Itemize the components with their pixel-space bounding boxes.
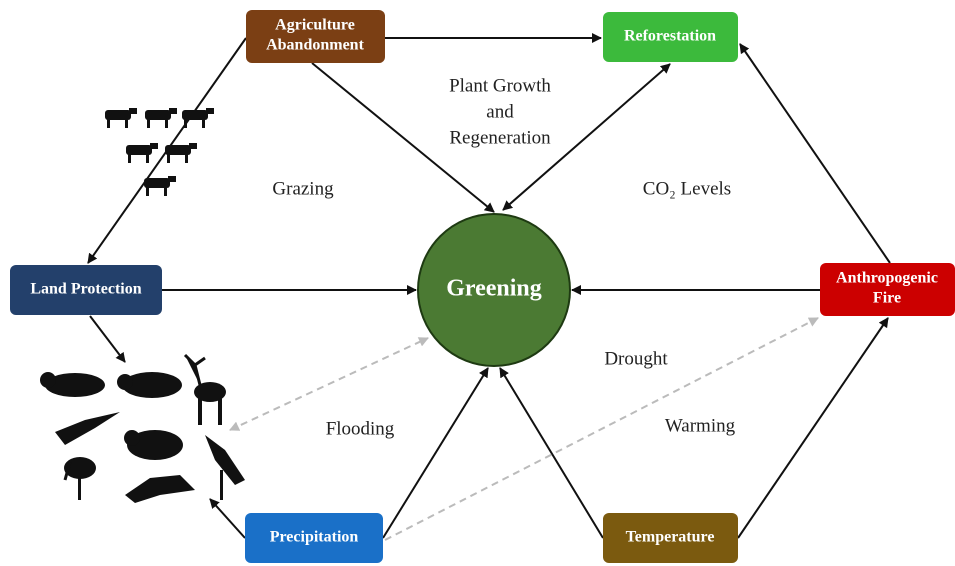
cattle [105, 108, 214, 196]
edge-label: Flooding [326, 418, 395, 439]
node-label: Greening [446, 276, 542, 302]
node-label: Temperature [626, 529, 715, 546]
arrow [383, 368, 488, 538]
labels: Agriculture Abandonment Reforestation Land … [30, 17, 938, 546]
node-label: Agriculture [275, 17, 355, 34]
wildlife [40, 355, 245, 503]
arrow [210, 499, 245, 538]
edge-label: Grazing [272, 178, 334, 199]
node-label: Land Protection [30, 281, 141, 298]
diagram: Agriculture Abandonment Reforestation Land … [0, 0, 955, 566]
dashed-arrow [230, 338, 428, 430]
edge-label: Plant Growth [449, 75, 551, 96]
edge-label: CO₂ Levels [643, 178, 731, 199]
edge-label: Warming [665, 415, 736, 436]
node-label: Reforestation [624, 28, 716, 45]
edge-label: Regeneration [449, 127, 551, 148]
node-label: Abandonment [266, 37, 364, 54]
arrow [738, 318, 888, 538]
arrow [740, 44, 890, 263]
edge-label: Drought [604, 348, 668, 369]
edge-label: and [486, 101, 514, 122]
arrow [500, 368, 603, 538]
node-label: Anthropogenic [836, 270, 938, 287]
arrow [90, 316, 125, 362]
node-label: Precipitation [270, 529, 359, 546]
node-label: Fire [873, 290, 901, 307]
